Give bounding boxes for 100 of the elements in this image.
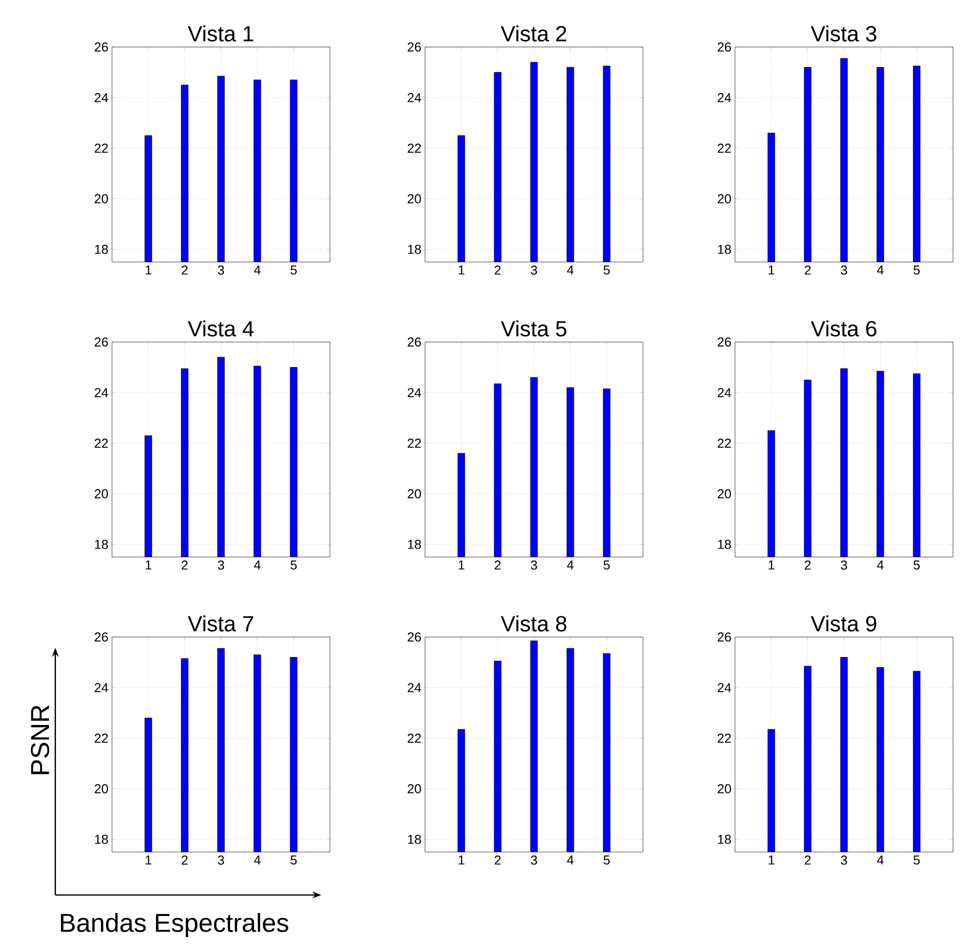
x-tick-label: 2 xyxy=(182,266,188,275)
x-tick-label: 2 xyxy=(494,856,501,865)
x-tick-label: 4 xyxy=(254,856,261,864)
x-tick-label: 5 xyxy=(604,856,610,865)
y-tick-label: 18 xyxy=(718,540,731,549)
x-tick-label: 1 xyxy=(458,560,464,570)
y-axis-title: PSNR xyxy=(30,705,50,774)
y-tick-label: 22 xyxy=(94,144,108,153)
y-tick-label: 22 xyxy=(94,734,108,743)
y-tick-label: 22 xyxy=(718,438,731,448)
y-tick-label: 26 xyxy=(94,632,108,642)
chart-title: Vista 1 xyxy=(188,25,254,42)
y-tick-label: 20 xyxy=(718,489,731,498)
y-tick-label: 18 xyxy=(95,540,108,549)
x-tick-label: 2 xyxy=(182,856,188,865)
x-tick-label: 1 xyxy=(146,560,152,570)
x-tick-label: 3 xyxy=(218,856,224,865)
y-tick-label: 18 xyxy=(718,834,731,844)
y-tick-label: 20 xyxy=(408,489,421,498)
x-tick-label: 2 xyxy=(182,560,188,570)
x-tick-label: 2 xyxy=(494,266,501,275)
chart-title: Vista 8 xyxy=(500,615,566,632)
y-tick-label: 26 xyxy=(718,337,731,347)
x-tick-label: 3 xyxy=(530,856,538,865)
chart-title: Vista 3 xyxy=(810,25,876,42)
x-axis-title: Bandas Espectrales xyxy=(60,913,288,938)
x-tick-label: 3 xyxy=(840,560,848,570)
x-tick-label: 5 xyxy=(914,560,920,570)
y-tick-label: 26 xyxy=(94,337,108,347)
y-tick-label: 24 xyxy=(94,93,108,102)
x-tick-label: 4 xyxy=(877,856,884,864)
x-tick-label: 5 xyxy=(290,560,297,570)
x-tick-label: 5 xyxy=(604,560,610,570)
y-tick-label: 24 xyxy=(408,93,422,102)
x-tick-label: 2 xyxy=(804,266,811,275)
chart-title: Vista 6 xyxy=(810,320,876,337)
x-tick-label: 1 xyxy=(768,560,774,570)
y-tick-label: 22 xyxy=(718,734,731,743)
x-tick-label: 3 xyxy=(218,266,224,275)
y-tick-label: 20 xyxy=(408,194,421,204)
x-tick-label: 1 xyxy=(146,266,152,274)
y-tick-label: 24 xyxy=(718,683,732,692)
x-tick-label: 4 xyxy=(254,560,261,570)
x-tick-label: 1 xyxy=(768,266,774,274)
y-tick-label: 26 xyxy=(408,632,421,642)
y-tick-label: 20 xyxy=(718,784,731,794)
y-tick-label: 26 xyxy=(718,632,731,642)
x-tick-label: 2 xyxy=(804,560,811,570)
y-tick-label: 22 xyxy=(408,734,421,743)
x-tick-label: 4 xyxy=(567,856,574,864)
x-tick-label: 5 xyxy=(290,856,297,865)
y-tick-label: 18 xyxy=(408,244,421,254)
y-tick-label: 18 xyxy=(408,540,421,549)
x-tick-label: 1 xyxy=(768,856,774,864)
x-tick-label: 4 xyxy=(567,560,574,570)
y-tick-label: 18 xyxy=(95,834,108,844)
y-tick-label: 20 xyxy=(408,784,421,794)
y-tick-label: 18 xyxy=(95,244,108,254)
y-tick-label: 24 xyxy=(94,683,108,692)
chart-title: Vista 7 xyxy=(188,615,254,632)
x-tick-label: 4 xyxy=(877,560,884,570)
x-tick-label: 4 xyxy=(254,266,261,274)
x-tick-label: 3 xyxy=(530,560,538,570)
x-tick-label: 3 xyxy=(218,560,224,570)
x-tick-label: 1 xyxy=(458,266,464,274)
x-tick-label: 5 xyxy=(604,266,610,275)
y-tick-label: 22 xyxy=(408,438,421,448)
y-tick-label: 24 xyxy=(94,388,108,398)
x-tick-label: 2 xyxy=(494,560,501,570)
y-tick-label: 24 xyxy=(408,388,422,398)
y-tick-label: 24 xyxy=(718,388,732,398)
y-tick-label: 20 xyxy=(94,194,108,204)
y-tick-label: 26 xyxy=(718,42,731,52)
y-tick-label: 20 xyxy=(94,489,108,498)
x-tick-label: 1 xyxy=(146,856,152,864)
y-tick-label: 22 xyxy=(94,438,108,448)
y-tick-label: 18 xyxy=(718,244,731,254)
x-tick-label: 5 xyxy=(914,266,920,275)
y-tick-label: 20 xyxy=(718,194,731,204)
x-tick-label: 2 xyxy=(804,856,811,865)
x-tick-label: 3 xyxy=(840,266,848,275)
y-tick-label: 22 xyxy=(408,144,421,153)
chart-title: Vista 2 xyxy=(500,25,566,42)
y-tick-label: 20 xyxy=(94,784,108,794)
x-tick-label: 5 xyxy=(290,266,297,275)
x-tick-label: 4 xyxy=(567,266,574,274)
y-tick-label: 18 xyxy=(408,834,421,844)
y-tick-label: 26 xyxy=(408,42,421,52)
x-tick-label: 1 xyxy=(458,856,464,864)
y-tick-label: 26 xyxy=(94,42,108,52)
x-tick-label: 5 xyxy=(914,856,920,865)
chart-title: Vista 9 xyxy=(810,615,876,632)
y-tick-label: 22 xyxy=(718,144,731,153)
chart-title: Vista 4 xyxy=(188,320,254,337)
x-tick-label: 3 xyxy=(840,856,848,865)
y-tick-label: 24 xyxy=(408,683,422,692)
chart-title: Vista 5 xyxy=(500,320,566,337)
x-tick-label: 4 xyxy=(877,266,884,274)
y-tick-label: 24 xyxy=(718,93,732,102)
y-tick-label: 26 xyxy=(408,337,421,347)
